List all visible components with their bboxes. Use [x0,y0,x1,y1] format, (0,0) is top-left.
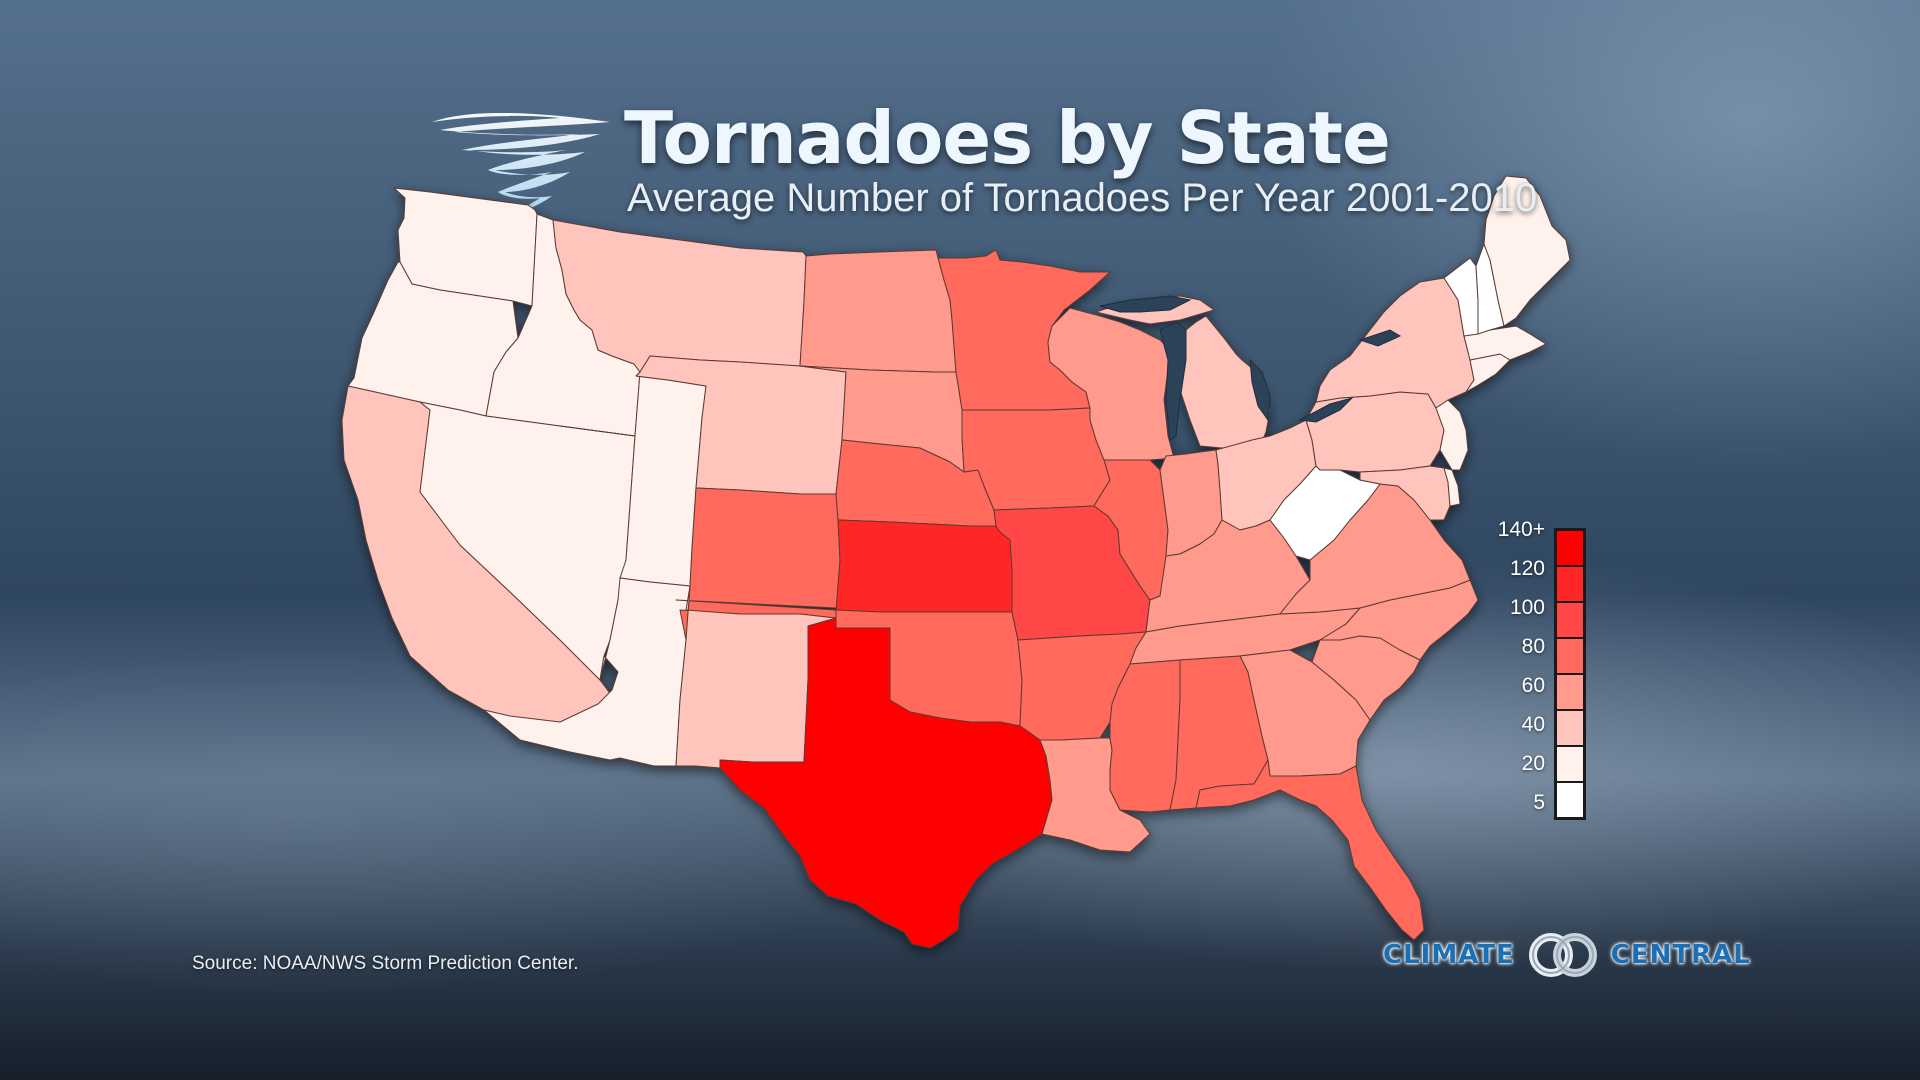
state-ny [1315,277,1475,409]
legend-label: 140+ [1497,518,1545,541]
legend-swatch [1557,711,1583,745]
legend-swatch [1557,567,1583,601]
legend-label: 40 [1521,713,1545,736]
state-me [1483,175,1571,327]
climate-central-rings-icon [1528,933,1597,977]
legend-swatch [1557,603,1583,637]
legend-label: 5 [1533,791,1545,814]
climate-central-logo: CLIMATE CENTRAL [1383,932,1751,978]
state-nj [1435,399,1469,471]
page-title: Tornadoes by State [624,96,1391,180]
source-note: Source: NOAA/NWS Storm Prediction Center… [192,953,579,974]
legend-label: 60 [1521,674,1545,697]
legend-swatch [1557,639,1583,673]
state-ks [835,519,1013,613]
logo-text-right: CENTRAL [1610,940,1751,970]
legend-scale [1554,528,1586,820]
state-wi [1047,307,1175,461]
state-tx [719,617,1053,949]
state-nd [799,249,957,373]
state-la [1039,737,1151,853]
legend-swatch [1557,531,1583,565]
legend-label: 20 [1521,752,1545,775]
legend-swatch [1557,783,1583,817]
state-ms [1109,659,1181,813]
legend-label: 120 [1509,557,1545,580]
legend-label: 100 [1509,596,1545,619]
state-nv [419,401,636,681]
legend-swatch [1557,747,1583,781]
legend-swatch [1557,675,1583,709]
state-pa [1305,391,1445,473]
state-fl [1195,759,1425,941]
page-subtitle: Average Number of Tornadoes Per Year 200… [627,176,1538,220]
logo-text-left: CLIMATE [1383,940,1515,970]
great-lakes [1099,295,1402,441]
legend-label: 80 [1521,635,1545,658]
